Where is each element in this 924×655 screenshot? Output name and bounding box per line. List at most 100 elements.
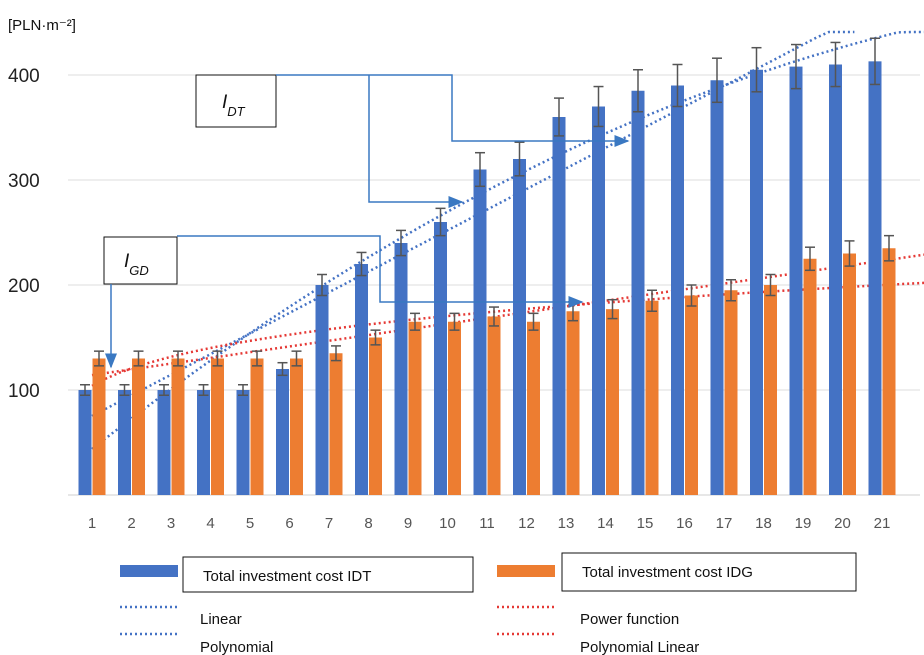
bar-idg bbox=[211, 358, 224, 495]
x-tick-label: 11 bbox=[479, 515, 495, 532]
bar-idg bbox=[250, 358, 264, 495]
bar-idt bbox=[197, 390, 210, 495]
x-tick-label: 21 bbox=[874, 515, 891, 532]
error-bar bbox=[765, 273, 776, 297]
error-bar bbox=[119, 384, 130, 396]
error-bar bbox=[712, 57, 722, 104]
error-bar bbox=[252, 350, 262, 367]
connector-arrow bbox=[276, 74, 630, 147]
error-bar bbox=[475, 151, 485, 188]
bar-idt bbox=[552, 117, 566, 495]
error-bar bbox=[133, 350, 144, 367]
bar-idg bbox=[803, 258, 817, 495]
error-bar bbox=[277, 361, 288, 377]
y-tick-label: 100 bbox=[8, 381, 40, 402]
bar-idg bbox=[724, 290, 738, 495]
bars bbox=[78, 61, 896, 495]
bar-idg bbox=[606, 309, 619, 495]
legend-label-idg: Total investment cost IDG bbox=[582, 564, 753, 581]
error-bar bbox=[593, 85, 604, 128]
bar-idt bbox=[434, 222, 447, 495]
error-bar bbox=[80, 384, 90, 396]
error-bar bbox=[94, 350, 104, 367]
bar-idt bbox=[513, 159, 526, 495]
x-tick-label: 5 bbox=[246, 515, 254, 532]
error-bar bbox=[607, 298, 618, 320]
x-tick-label: 16 bbox=[676, 515, 693, 532]
bar-idg bbox=[645, 300, 659, 495]
bar-idt bbox=[750, 69, 763, 495]
error-bar bbox=[212, 350, 223, 367]
bar-idg bbox=[487, 316, 501, 495]
error-bar bbox=[686, 284, 697, 307]
error-bar bbox=[870, 37, 880, 86]
x-tick-label: 20 bbox=[834, 515, 851, 532]
error-bar bbox=[435, 207, 446, 237]
x-tick-label: 10 bbox=[439, 515, 456, 532]
bar-idt bbox=[671, 85, 684, 495]
x-tick-label: 1 bbox=[88, 515, 96, 532]
error-bar bbox=[396, 229, 406, 257]
error-bar bbox=[830, 41, 841, 88]
error-bar bbox=[159, 384, 169, 396]
error-bar bbox=[291, 350, 302, 367]
bar-idt bbox=[355, 264, 368, 495]
error-bar bbox=[173, 350, 183, 367]
legend-label-idt: Total investment cost IDT bbox=[203, 568, 371, 585]
bar-idt bbox=[78, 390, 92, 495]
y-tick-label: 300 bbox=[8, 171, 40, 192]
x-tick-label: 7 bbox=[325, 515, 333, 532]
x-tick-label: 18 bbox=[755, 515, 772, 532]
bar-idg bbox=[92, 358, 106, 495]
bar-idg bbox=[408, 321, 422, 495]
x-tick-label: 17 bbox=[716, 515, 733, 532]
bar-idt bbox=[631, 90, 645, 495]
legend-swatch-idg bbox=[497, 565, 555, 577]
legend-label-power: Power function bbox=[580, 611, 679, 628]
error-bar bbox=[238, 384, 248, 396]
y-tick-label: 200 bbox=[8, 276, 40, 297]
bar-idg bbox=[527, 321, 540, 495]
error-bar bbox=[528, 312, 539, 331]
bar-idg bbox=[132, 358, 145, 495]
error-bar bbox=[805, 246, 815, 272]
x-tick-label: 6 bbox=[285, 515, 293, 532]
trendlines bbox=[91, 30, 924, 450]
bar-idt bbox=[789, 66, 803, 495]
x-tick-label: 8 bbox=[364, 515, 372, 532]
bar-idt bbox=[315, 285, 329, 495]
error-bar bbox=[633, 69, 643, 113]
x-tick-labels: 1 2 3 4 5 6 7 8 9 10 11 12 13 14 15 16 17 18 19 20 21 bbox=[88, 515, 891, 532]
legend-box-idg bbox=[561, 552, 857, 592]
bar-idt bbox=[473, 169, 487, 495]
error-bar bbox=[791, 43, 801, 90]
bar-idt bbox=[592, 106, 605, 495]
callout-box-igd bbox=[103, 236, 178, 285]
x-tick-label: 14 bbox=[597, 515, 614, 532]
x-tick-label: 2 bbox=[127, 515, 135, 532]
error-bar bbox=[317, 273, 327, 297]
trendline-polynomial-linear bbox=[91, 253, 924, 377]
connector-arrow bbox=[177, 235, 584, 308]
error-bar bbox=[370, 329, 381, 346]
bar-idg bbox=[843, 253, 856, 495]
y-tick-labels: 100 200 300 400 bbox=[8, 66, 40, 402]
x-tick-label: 19 bbox=[795, 515, 812, 532]
x-tick-label: 13 bbox=[558, 515, 575, 532]
bar-idt bbox=[157, 390, 171, 495]
bar-idg bbox=[764, 285, 777, 495]
legend-label-linear: Linear bbox=[200, 611, 242, 628]
bar-idg bbox=[171, 358, 185, 495]
legend-box-idt bbox=[182, 556, 474, 593]
bar-idg bbox=[448, 321, 461, 495]
legend-label-polynomial-linear: Polynomial Linear bbox=[580, 639, 699, 655]
x-tick-label: 9 bbox=[404, 515, 412, 532]
x-tick-label: 4 bbox=[206, 515, 214, 532]
x-tick-label: 3 bbox=[167, 515, 175, 532]
bar-idt bbox=[394, 243, 408, 495]
bar-idt bbox=[276, 369, 289, 495]
error-bar bbox=[449, 312, 460, 331]
error-bar bbox=[514, 141, 525, 177]
legend: Total investment cost IDT Total investmen… bbox=[120, 552, 857, 655]
